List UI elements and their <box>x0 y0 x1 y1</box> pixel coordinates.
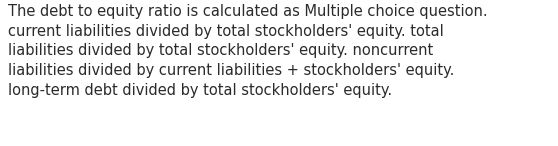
Text: The debt to equity ratio is calculated as Multiple choice question.
current liab: The debt to equity ratio is calculated a… <box>8 4 488 98</box>
